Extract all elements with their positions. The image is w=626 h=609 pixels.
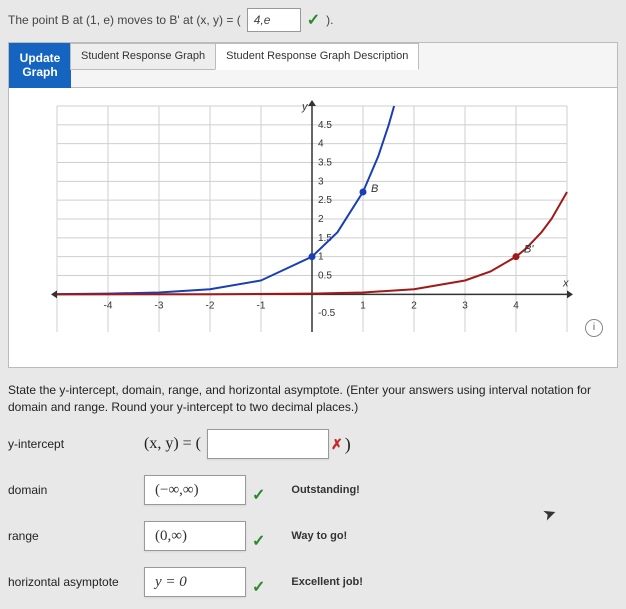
graph-panel: Update Graph Student Response Graph Stud… [8,42,618,368]
svg-text:B: B [371,183,378,195]
graph-tabs: Update Graph Student Response Graph Stud… [9,43,617,88]
statement-text: State the y-intercept, domain, range, an… [8,382,618,416]
svg-text:x: x [562,277,569,289]
check-icon: ✓ [252,485,265,505]
svg-text:-0.5: -0.5 [318,308,336,319]
svg-text:3: 3 [318,176,324,187]
update-graph-button[interactable]: Update Graph [9,43,71,88]
feedback-range: Way to go! [291,530,347,542]
info-icon[interactable]: i [585,319,603,337]
point-b-line: The point B at (1, e) moves to B' at (x,… [8,8,618,32]
svg-text:-4: -4 [104,300,113,311]
svg-text:2: 2 [411,300,417,311]
svg-text:4.5: 4.5 [318,120,332,131]
yint-input[interactable] [207,429,329,459]
svg-text:y: y [301,101,309,113]
row-domain: domain (−∞,∞) ✓ Outstanding! [8,475,618,505]
svg-text:0.5: 0.5 [318,270,332,281]
row-asymptote: horizontal asymptote y = 0 ✓ Excellent j… [8,567,618,597]
tab-student-graph-desc[interactable]: Student Response Graph Description [215,43,419,70]
svg-text:3: 3 [462,300,468,311]
label-yintercept: y-intercept [8,437,128,451]
svg-text:4: 4 [318,138,324,149]
label-asymptote: horizontal asymptote [8,575,128,589]
svg-text:-3: -3 [155,300,164,311]
svg-text:2: 2 [318,214,324,225]
range-input[interactable]: (0,∞) [144,521,246,551]
feedback-domain: Outstanding! [291,484,359,496]
feedback-asymptote: Excellent job! [291,576,363,588]
row-yintercept: y-intercept (x, y) = ( ✗ ) [8,429,618,459]
check-icon: ✓ [252,577,265,597]
domain-input[interactable]: (−∞,∞) [144,475,246,505]
svg-text:4: 4 [513,300,519,311]
svg-text:1: 1 [318,251,324,262]
svg-text:-1: -1 [257,300,266,311]
point-b-text-before: The point B at (1, e) moves to B' at (x,… [8,13,241,27]
chart-svg: -4-3-2-112340.511.522.533.544.5-0.5yxBB' [17,96,587,356]
svg-text:3.5: 3.5 [318,157,332,168]
label-range: range [8,529,128,543]
row-range: range (0,∞) ✓ Way to go! [8,521,618,551]
svg-text:2.5: 2.5 [318,195,332,206]
yint-suffix: ) [345,434,351,455]
cross-icon: ✗ [331,436,343,453]
label-domain: domain [8,483,128,497]
svg-text:B': B' [524,243,534,255]
check-icon: ✓ [252,531,265,551]
chart-area: -4-3-2-112340.511.522.533.544.5-0.5yxBB' [9,87,617,367]
check-icon: ✓ [307,10,320,30]
svg-text:-2: -2 [206,300,215,311]
point-b-input[interactable]: 4,e [247,8,301,32]
tab-student-graph[interactable]: Student Response Graph [70,43,216,70]
point-b-text-after: ). [326,13,333,27]
asymptote-input[interactable]: y = 0 [144,567,246,597]
svg-text:1: 1 [360,300,366,311]
yint-prefix: (x, y) = ( [144,435,201,453]
